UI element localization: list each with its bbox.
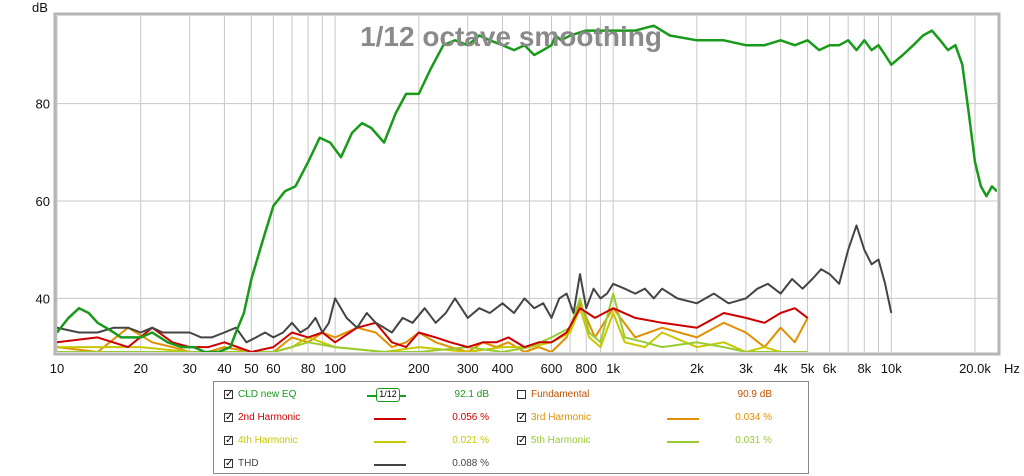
x-tick-label: 200 <box>408 361 430 376</box>
legend-row-2nd-harmonic: 2nd Harmonic 0.056 % <box>224 409 504 427</box>
legend-checkbox[interactable] <box>224 455 233 473</box>
legend-label: CLD new EQ <box>238 389 297 400</box>
legend-label: 2nd Harmonic <box>238 412 301 423</box>
legend-swatch <box>667 418 699 420</box>
x-tick-label: 2k <box>690 361 704 376</box>
x-axis-label: Hz <box>1004 361 1020 376</box>
x-tick-label: 600 <box>541 361 563 376</box>
x-tick-label: 100 <box>324 361 346 376</box>
legend-value: 0.056 % <box>452 412 489 423</box>
x-tick-label: 60 <box>266 361 280 376</box>
legend-row-thd: THD 0.088 % <box>224 455 504 473</box>
legend-row-5th-harmonic: 5th Harmonic 0.031 % <box>517 432 797 450</box>
tick-labels: 10 20 30 40 50 60 80 100 200 300 400 600 800 1k 2k 3k 4k… <box>36 97 992 376</box>
legend-label: Fundamental <box>531 389 590 400</box>
legend-row-4th-harmonic: 4th Harmonic 0.021 % <box>224 432 504 450</box>
x-tick-label: 4k <box>774 361 788 376</box>
y-tick-label: 40 <box>36 291 50 306</box>
x-tick-label: 10k <box>881 361 902 376</box>
legend-label: 3rd Harmonic <box>531 412 592 423</box>
legend-swatch <box>667 441 699 443</box>
series-line-2nd-harmonic <box>57 307 809 352</box>
y-tick-label: 60 <box>36 194 50 209</box>
legend-checkbox[interactable] <box>517 390 526 399</box>
plot-area: 1/12 octave smoothing dB Hz 10 20 30 40 50 60… <box>32 0 1020 376</box>
legend-value: 92.1 dB <box>454 389 489 400</box>
x-tick-label: 3k <box>739 361 753 376</box>
legend-checkbox[interactable] <box>224 409 233 427</box>
legend-swatch <box>400 395 406 397</box>
x-tick-label: 800 <box>575 361 597 376</box>
plot-frame <box>53 12 1001 356</box>
legend-value: 90.9 dB <box>737 389 772 400</box>
legend-swatch <box>374 418 406 420</box>
legend-label: THD <box>238 458 259 469</box>
y-axis-label: dB <box>32 0 48 15</box>
y-tick-label: 80 <box>36 97 50 112</box>
legend-checkbox[interactable] <box>224 386 233 404</box>
x-tick-label: 400 <box>492 361 514 376</box>
legend-row-fundamental: Fundamental 90.9 dB <box>517 386 797 404</box>
chart-title: 1/12 octave smoothing <box>360 21 662 52</box>
series-layer <box>57 24 997 352</box>
series-line-thd <box>57 224 893 344</box>
x-tick-label: 10 <box>50 361 64 376</box>
legend-row-cld-new-eq: CLD new EQ 1/12 92.1 dB <box>224 386 504 404</box>
x-tick-label: 8k <box>857 361 871 376</box>
legend-checkbox[interactable] <box>224 432 233 450</box>
x-tick-label: 6k <box>823 361 837 376</box>
legend-value: 0.088 % <box>452 458 489 469</box>
legend-value: 0.031 % <box>735 435 772 446</box>
x-tick-label: 1k <box>606 361 620 376</box>
legend-value: 0.021 % <box>452 435 489 446</box>
x-tick-label: 20.0k <box>959 361 991 376</box>
legend-swatch <box>374 464 406 466</box>
legend-panel: CLD new EQ 1/12 92.1 dB 2nd Harmonic 0.056 %… <box>213 381 809 474</box>
legend-label: 5th Harmonic <box>531 435 591 446</box>
series-line-3rd-harmonic <box>57 302 809 352</box>
grid <box>56 16 997 352</box>
series-line-5th-harmonic <box>57 292 808 352</box>
x-tick-label: 20 <box>133 361 147 376</box>
smoothing-badge[interactable]: 1/12 <box>376 388 400 402</box>
series-line-cld-new-eq <box>57 24 997 352</box>
x-tick-label: 5k <box>801 361 815 376</box>
legend-swatch <box>367 395 376 397</box>
x-tick-label: 30 <box>182 361 196 376</box>
x-tick-label: 80 <box>301 361 315 376</box>
legend-value: 0.034 % <box>735 412 772 423</box>
x-tick-label: 40 <box>217 361 231 376</box>
legend-checkbox[interactable] <box>517 432 526 450</box>
legend-label: 4th Harmonic <box>238 435 298 446</box>
legend-checkbox[interactable] <box>517 409 526 427</box>
x-tick-label: 50 <box>244 361 258 376</box>
legend-swatch <box>374 441 406 443</box>
x-tick-label: 300 <box>457 361 479 376</box>
legend-row-3rd-harmonic: 3rd Harmonic 0.034 % <box>517 409 797 427</box>
